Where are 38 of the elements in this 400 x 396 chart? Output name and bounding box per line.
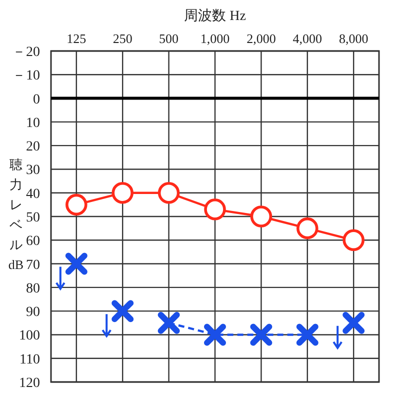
y-tick-label: 0	[33, 92, 40, 108]
x-tick-label: 125	[66, 31, 86, 46]
y-tick-label: 80	[26, 281, 40, 296]
point	[342, 229, 364, 252]
x-tick-label: 1,000	[200, 31, 230, 46]
point	[296, 324, 318, 346]
x-tick-label: 4,000	[292, 31, 322, 46]
y-tick-label: 20	[26, 140, 40, 155]
point	[65, 252, 88, 275]
point	[296, 217, 318, 240]
y-tick-label: 10	[26, 116, 40, 131]
y-tick-label: 60	[26, 234, 40, 250]
x-axis-title: 周波数 Hz	[184, 8, 246, 24]
point	[250, 324, 272, 346]
point	[204, 198, 226, 220]
y-tick-label: －10	[12, 68, 40, 84]
y-tick-label: 40	[26, 186, 40, 202]
point	[158, 312, 180, 334]
x-tick-label: 250	[112, 31, 132, 46]
y-tick-label: 100	[19, 328, 40, 344]
x-tick-label: 8,000	[338, 31, 368, 46]
point	[112, 300, 134, 322]
x-tick-label: 2,000	[246, 31, 276, 46]
y-tick-label: 120	[19, 376, 40, 391]
point	[112, 182, 134, 204]
y-tick-label: 30	[26, 163, 40, 178]
point	[158, 182, 180, 204]
y-tick-label: 50	[26, 210, 40, 226]
y-tick-label: 90	[26, 305, 40, 320]
y-tick-label: －20	[12, 45, 40, 60]
x-tick-label: 500	[159, 31, 179, 46]
y-axis-title: 聴力レベル dB	[8, 157, 24, 272]
point	[66, 194, 88, 216]
point	[204, 324, 226, 346]
y-tick-label: 110	[20, 352, 40, 368]
point	[342, 312, 365, 334]
y-tick-label: 70	[26, 258, 40, 273]
point	[250, 206, 272, 228]
